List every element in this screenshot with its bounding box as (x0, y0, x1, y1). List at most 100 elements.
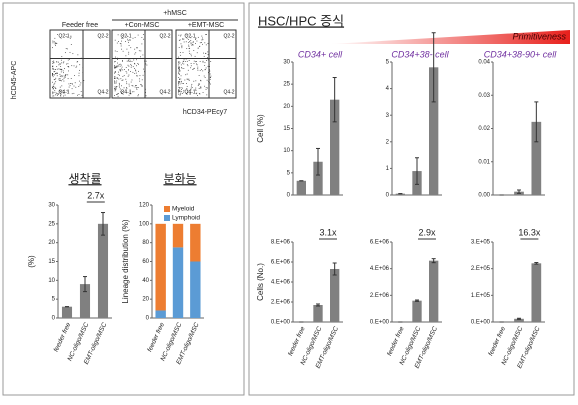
quadrant-label: Q4-2 (97, 89, 108, 95)
flow-dot (52, 40, 54, 42)
flow-dot (56, 75, 58, 77)
flow-dot (53, 95, 55, 97)
flow-dot (115, 67, 117, 68)
bar (429, 67, 439, 195)
flow-dot (132, 71, 134, 73)
flow-dot (59, 73, 61, 75)
flow-dot (191, 44, 193, 46)
flow-dot (114, 67, 115, 68)
quadrant-label: Q4-1 (184, 89, 195, 95)
flow-dot (54, 74, 55, 76)
flow-dot (186, 48, 188, 50)
flow-dot (78, 72, 80, 74)
flow-dot (63, 61, 65, 63)
flow-dot (118, 64, 120, 66)
flow-dot (135, 70, 137, 72)
flow-dot (52, 61, 54, 63)
flow-dot (125, 55, 127, 57)
flow-dot (63, 80, 65, 82)
flow-dot (187, 65, 189, 67)
flow-dot (204, 65, 206, 66)
flow-dot (136, 65, 137, 67)
annotation: 2.9x (418, 227, 436, 237)
flow-dot (130, 63, 132, 65)
flow-dot (66, 48, 68, 50)
flow-dot (136, 87, 137, 89)
flow-dot (137, 47, 138, 49)
flow-dot (128, 65, 130, 67)
flow-dot (192, 41, 194, 43)
flow-dot (135, 72, 137, 74)
flow-dot (115, 88, 117, 90)
flow-dot (196, 64, 198, 66)
flow-dot (119, 63, 121, 65)
flow-dot (56, 66, 58, 68)
quadrant-label: Q4-1 (58, 89, 69, 95)
bar (330, 99, 340, 195)
flow-dot (188, 78, 190, 80)
error-bar (332, 262, 337, 276)
flow-dot (117, 64, 119, 66)
flow-dot (198, 83, 200, 84)
flow-dot (114, 78, 116, 79)
flow-dot (122, 69, 124, 71)
flow-dot (120, 45, 122, 47)
flow-dot (195, 39, 196, 40)
flow-dot (116, 86, 118, 87)
y-tick-label: 2 (386, 139, 390, 145)
flow-dot (138, 94, 139, 96)
flow-dot (135, 69, 136, 71)
flow-dot (62, 92, 64, 94)
flow-dot (52, 69, 54, 71)
flow-dot (180, 92, 182, 94)
flow-dot (128, 53, 130, 55)
flow-dot (190, 37, 192, 39)
flow-dot (129, 40, 131, 41)
flow-dot (178, 67, 180, 69)
flow-dot (118, 71, 119, 73)
flow-dot (119, 43, 121, 44)
flow-dot (202, 60, 204, 62)
flow-dot (209, 78, 211, 80)
flow-dot (81, 94, 83, 96)
legend-swatch (164, 206, 170, 212)
flow-dot (121, 40, 122, 42)
flow-dot (179, 83, 181, 85)
flow-dot (202, 70, 204, 72)
flow-dot (114, 71, 116, 72)
flow-dot (69, 58, 70, 60)
flow-dot (55, 94, 56, 96)
flow-dot (186, 73, 188, 75)
flow-dot (120, 70, 122, 71)
flow-plot (49, 29, 111, 99)
flow-dot (79, 64, 81, 66)
flow-dot (138, 63, 139, 65)
flow-dot (178, 40, 180, 41)
flow-dot (66, 36, 68, 38)
flow-dot (55, 87, 56, 89)
y-tick-label: 15 (48, 259, 55, 265)
legend-label: Myeloid (172, 206, 195, 213)
flow-dot (131, 79, 133, 81)
flow-dot (71, 65, 73, 67)
flow-dot (77, 54, 79, 56)
flow-dot (53, 40, 55, 42)
flow-dot (181, 89, 182, 90)
flow-dot (54, 79, 56, 80)
flow-dot (71, 93, 73, 95)
flow-dot (75, 86, 77, 88)
flow-dot (198, 88, 200, 89)
bar (97, 223, 109, 318)
flow-dot (52, 85, 54, 87)
flow-dot (120, 70, 122, 72)
flow-dot (122, 76, 124, 77)
flow-dot (145, 63, 147, 65)
flow-dot (127, 40, 129, 42)
flow-dot (193, 49, 195, 51)
flow-dot (119, 65, 121, 67)
flow-dot (52, 74, 54, 76)
flow-dot (178, 93, 179, 95)
flow-dot (206, 60, 207, 61)
flow-dot (128, 85, 130, 87)
flow-dot (193, 67, 195, 69)
